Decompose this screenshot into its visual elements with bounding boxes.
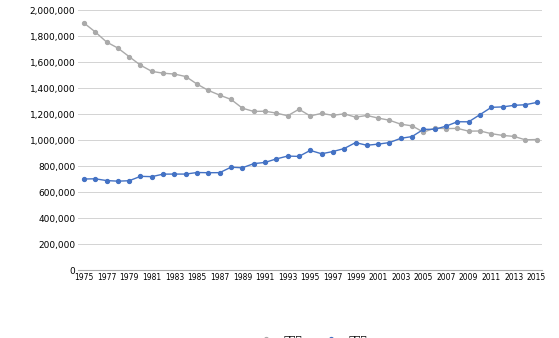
Line: 出生数: 出生数 <box>82 21 538 142</box>
出生数 <box>239 106 246 110</box>
出生数 <box>420 130 427 134</box>
死亡数 <box>273 157 280 161</box>
死亡数 <box>182 172 189 176</box>
出生数 <box>216 93 223 97</box>
出生数 <box>522 138 529 142</box>
出生数 <box>477 129 484 133</box>
出生数 <box>137 63 144 67</box>
死亡数 <box>488 105 495 110</box>
死亡数 <box>250 162 257 166</box>
死亡数 <box>522 103 529 107</box>
死亡数 <box>363 143 370 147</box>
出生数 <box>160 71 167 75</box>
死亡数 <box>307 148 314 152</box>
出生数 <box>194 82 201 86</box>
死亡数 <box>510 103 517 107</box>
死亡数 <box>352 141 359 145</box>
出生数 <box>443 126 449 130</box>
出生数 <box>375 116 381 120</box>
死亡数 <box>103 178 110 183</box>
出生数 <box>228 97 234 101</box>
出生数 <box>397 122 404 126</box>
死亡数 <box>443 124 449 128</box>
死亡数 <box>194 170 201 174</box>
死亡数 <box>477 113 484 117</box>
死亡数 <box>228 165 234 169</box>
出生数 <box>432 126 438 130</box>
死亡数 <box>205 171 212 175</box>
死亡数 <box>397 136 404 140</box>
死亡数 <box>341 146 348 150</box>
出生数 <box>126 55 132 59</box>
出生数 <box>363 114 370 118</box>
死亡数 <box>420 127 427 131</box>
死亡数 <box>533 100 540 104</box>
死亡数 <box>160 172 167 176</box>
出生数 <box>273 111 280 115</box>
死亡数 <box>92 177 98 181</box>
出生数 <box>80 21 87 25</box>
死亡数 <box>499 105 506 109</box>
死亡数 <box>137 174 144 178</box>
出生数 <box>285 114 291 118</box>
出生数 <box>182 74 189 78</box>
出生数 <box>115 46 121 50</box>
出生数 <box>454 126 461 130</box>
死亡数 <box>386 141 393 145</box>
死亡数 <box>432 127 438 131</box>
出生数 <box>488 131 495 136</box>
出生数 <box>296 107 302 111</box>
死亡数 <box>465 120 472 124</box>
死亡数 <box>285 154 291 158</box>
出生数 <box>205 89 212 93</box>
死亡数 <box>454 120 461 124</box>
出生数 <box>250 110 257 114</box>
死亡数 <box>80 177 87 181</box>
死亡数 <box>296 154 302 159</box>
出生数 <box>318 111 325 115</box>
死亡数 <box>126 179 132 183</box>
出生数 <box>262 109 268 113</box>
死亡数 <box>115 179 121 183</box>
出生数 <box>465 129 472 133</box>
死亡数 <box>149 175 155 179</box>
死亡数 <box>262 161 268 165</box>
出生数 <box>386 118 393 122</box>
出生数 <box>171 72 178 76</box>
出生数 <box>92 30 98 34</box>
死亡数 <box>318 152 325 156</box>
出生数 <box>103 40 110 44</box>
出生数 <box>329 113 336 117</box>
死亡数 <box>409 135 415 139</box>
Line: 死亡数: 死亡数 <box>82 100 538 183</box>
死亡数 <box>239 166 246 170</box>
出生数 <box>352 115 359 119</box>
出生数 <box>409 124 415 128</box>
出生数 <box>307 114 314 118</box>
死亡数 <box>216 171 223 175</box>
Legend: 出生数, 死亡数: 出生数, 死亡数 <box>249 330 371 338</box>
死亡数 <box>375 142 381 146</box>
出生数 <box>341 112 348 116</box>
死亡数 <box>171 172 178 176</box>
出生数 <box>499 134 506 138</box>
死亡数 <box>329 149 336 153</box>
出生数 <box>149 69 155 73</box>
出生数 <box>533 138 540 142</box>
出生数 <box>510 135 517 139</box>
